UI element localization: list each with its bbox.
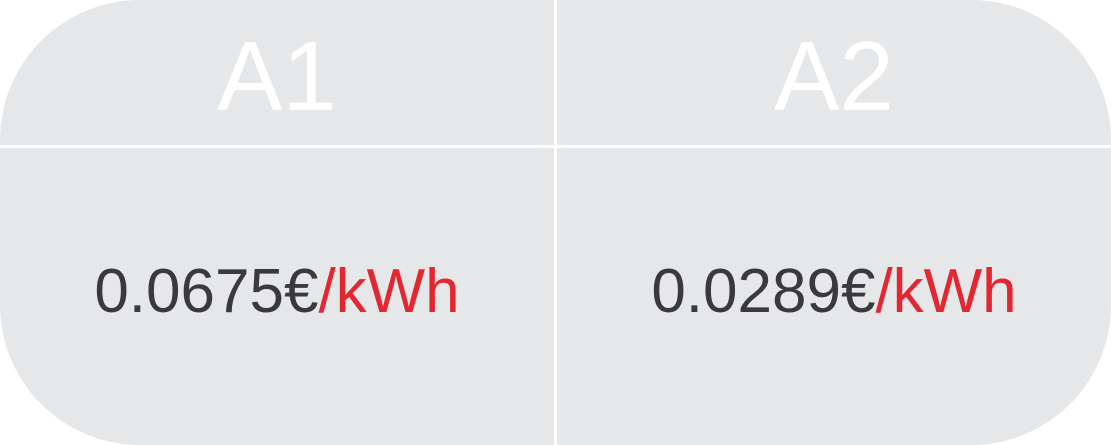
price-value: 0.0675€/kWh <box>94 260 459 323</box>
price-amount: 0.0289€ <box>651 256 876 326</box>
price-cell-a1: 0.0675€/kWh <box>0 148 554 445</box>
column-header-label: A2 <box>774 20 894 131</box>
column-header-a2: A2 <box>557 0 1111 145</box>
price-amount: 0.0675€ <box>94 256 319 326</box>
price-value: 0.0289€/kWh <box>651 260 1016 323</box>
price-unit: /kWh <box>318 256 460 326</box>
price-cell-a2: 0.0289€/kWh <box>557 148 1111 445</box>
column-header-a1: A1 <box>0 0 554 145</box>
price-unit: /kWh <box>875 256 1017 326</box>
column-header-label: A1 <box>217 20 337 131</box>
